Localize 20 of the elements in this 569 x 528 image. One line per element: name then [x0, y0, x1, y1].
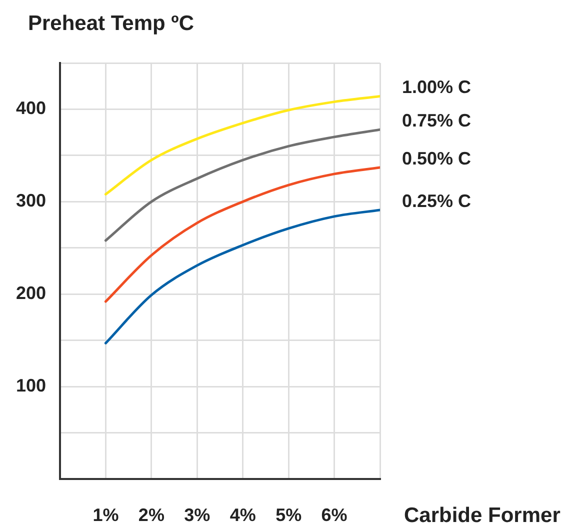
y-tick-label: 400: [16, 98, 46, 118]
y-tick-label: 300: [16, 190, 46, 211]
x-tick-label: 3%: [184, 504, 210, 525]
x-tick-label: 1%: [92, 504, 119, 525]
series-label: 0.75% C: [402, 110, 472, 131]
y-axis-title: Preheat Temp ºC: [28, 12, 194, 35]
x-tick-label: 5%: [276, 504, 302, 525]
series-label: 0.50% C: [402, 148, 472, 168]
line-series: [104, 166, 380, 303]
line-series: [104, 208, 380, 344]
series-label: 1.00% C: [402, 77, 472, 98]
x-tick-label: 2%: [138, 504, 164, 525]
line-series: [104, 95, 380, 196]
y-tick-label: 200: [16, 283, 46, 304]
x-tick-label: 6%: [321, 504, 348, 525]
series-label: 0.25% C: [402, 190, 472, 211]
y-tick-label: 100: [16, 376, 46, 396]
x-axis-title: Carbide Former: [404, 504, 560, 527]
line-series: [104, 128, 380, 242]
x-tick-label: 4%: [230, 504, 256, 525]
